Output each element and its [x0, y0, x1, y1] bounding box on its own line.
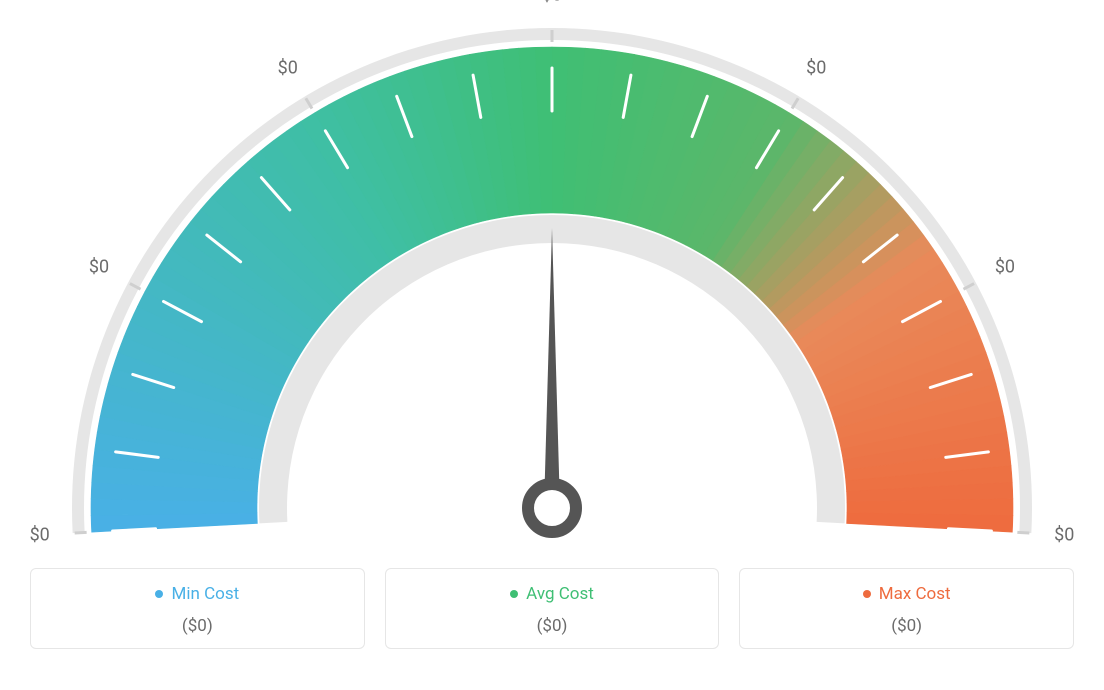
- gauge-tick-label: $0: [89, 257, 109, 278]
- legend-card-min: Min Cost ($0): [30, 568, 365, 649]
- dot-icon: [510, 590, 518, 598]
- legend-label: Min Cost: [171, 584, 239, 604]
- legend-label: Max Cost: [879, 584, 951, 604]
- dot-icon: [155, 590, 163, 598]
- legend-row: Min Cost ($0) Avg Cost ($0) Max Cost ($0…: [30, 568, 1074, 649]
- legend-value-min: ($0): [41, 616, 354, 636]
- gauge-tick-label: $0: [278, 58, 298, 79]
- gauge-tick-label: $0: [1054, 524, 1074, 545]
- gauge-tick-label: $0: [995, 257, 1015, 278]
- legend-value-avg: ($0): [396, 616, 709, 636]
- legend-title-avg: Avg Cost: [510, 584, 594, 604]
- legend-title-max: Max Cost: [863, 584, 951, 604]
- legend-label: Avg Cost: [526, 584, 594, 604]
- legend-card-avg: Avg Cost ($0): [385, 568, 720, 649]
- legend-card-max: Max Cost ($0): [739, 568, 1074, 649]
- gauge-svg: [0, 0, 1104, 560]
- legend-value-max: ($0): [750, 616, 1063, 636]
- dot-icon: [863, 590, 871, 598]
- gauge-chart: $0 $0 $0 $0 $0 $0 $0: [0, 0, 1104, 560]
- legend-title-min: Min Cost: [155, 584, 239, 604]
- gauge-tick-label: $0: [542, 0, 562, 6]
- gauge-tick-label: $0: [806, 58, 826, 79]
- gauge-tick-label: $0: [30, 524, 50, 545]
